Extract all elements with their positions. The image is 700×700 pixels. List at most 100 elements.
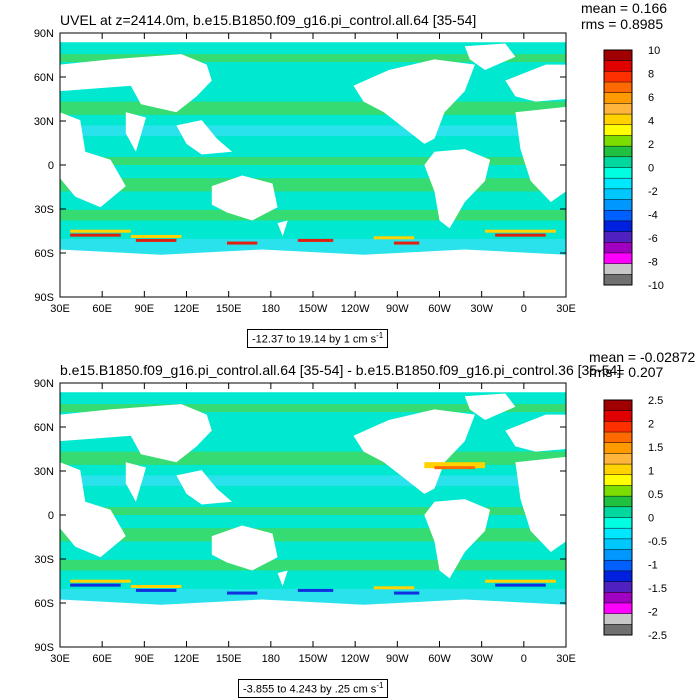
current-streak [373, 236, 415, 240]
colorbar-swatch [604, 274, 632, 286]
colorbar-label: -2 [648, 607, 658, 619]
colorbar-label: -10 [648, 280, 664, 292]
colorbar-label: 4 [648, 116, 654, 128]
colorbar-swatch [604, 167, 632, 179]
land-mask [176, 470, 233, 505]
land-mask [60, 54, 212, 113]
colorbar-swatch [604, 474, 632, 486]
y-tick-label: 60N [34, 422, 54, 434]
current-streak [70, 579, 131, 583]
land-mask [125, 462, 147, 502]
x-tick-label: 180 [262, 303, 280, 315]
colorbar-label: 0 [648, 163, 654, 175]
land-mask [424, 499, 491, 579]
current-streak [373, 586, 415, 590]
colorbar-swatch [604, 92, 632, 104]
ocean-band [60, 157, 566, 165]
colorbar-swatch [604, 485, 632, 497]
land-mask [353, 409, 475, 494]
colorbar-label: -2 [648, 186, 658, 198]
colorbar-swatch [604, 199, 632, 211]
land-mask [211, 175, 278, 221]
colorbar-label: 1.5 [648, 442, 663, 454]
colorbar-swatch [604, 60, 632, 72]
colorbar-label: -2.5 [648, 630, 667, 642]
colorbar-label: -4 [648, 210, 658, 222]
colorbar-swatch [604, 263, 632, 275]
x-tick-label: 90E [135, 303, 155, 315]
y-tick-label: 90N [34, 28, 54, 40]
x-tick-label: 90W [386, 653, 409, 665]
x-tick-label: 30E [556, 653, 576, 665]
y-tick-label: 30S [34, 554, 54, 566]
colorbar-swatch [604, 231, 632, 243]
ocean-band [60, 528, 566, 542]
colorbar-swatch [604, 156, 632, 168]
land-mask [505, 64, 566, 102]
ocean-band [60, 559, 566, 571]
current-streak [393, 591, 420, 595]
x-tick-label: 60E [92, 303, 112, 315]
colorbar-swatch [604, 135, 632, 147]
colorbar-swatch [604, 178, 632, 190]
x-tick-label: 30E [50, 303, 70, 315]
land-mask [60, 249, 566, 297]
panel2-title: b.e15.B1850.f09_g16.pi_control.all.64 [3… [60, 362, 622, 378]
colorbar-label: -6 [648, 233, 658, 245]
colorbar-label: 2 [648, 419, 654, 431]
x-tick-label: 120E [174, 653, 200, 665]
y-tick-label: 90N [34, 378, 54, 390]
x-tick-label: 30E [50, 653, 70, 665]
colorbar-swatch [604, 114, 632, 126]
colorbar-label: 2 [648, 139, 654, 151]
colorbar-swatch [604, 432, 632, 444]
colorbar-swatch [604, 517, 632, 529]
x-tick-label: 60E [92, 653, 112, 665]
colorbar-label: 6 [648, 92, 654, 104]
x-tick-label: 60W [428, 653, 451, 665]
land-mask [125, 112, 147, 152]
x-tick-label: 90W [386, 303, 409, 315]
colorbar-swatch [604, 252, 632, 265]
current-streak [130, 234, 182, 238]
panel2-map: 30E 60E 90E 120E 150E 180 150W 120W 90W 60W 30W 0 30… [34, 378, 667, 665]
y-tick-label: 60S [34, 248, 54, 260]
land-mask [515, 106, 566, 202]
colorbar-swatch [604, 82, 632, 94]
land-mask [176, 120, 233, 155]
colorbar-swatch [604, 103, 632, 115]
land-mask [60, 404, 212, 463]
colorbar-label: 0 [648, 513, 654, 525]
y-tick-label: 30S [34, 204, 54, 216]
colorbar-swatch [604, 602, 632, 615]
ocean-band [60, 125, 566, 136]
x-tick-label: 60W [428, 303, 451, 315]
y-tick-label: 60S [34, 598, 54, 610]
colorbar-label: 1 [648, 466, 654, 478]
x-tick-label: 150E [216, 303, 242, 315]
current-streak [70, 233, 121, 237]
panel1-range-exp: -1 [376, 331, 384, 340]
y-tick-label: 0 [48, 160, 54, 172]
y-tick-label: 30N [34, 116, 54, 128]
colorbar-swatch [604, 71, 632, 83]
x-tick-label: 120E [174, 303, 200, 315]
colorbar-swatch [604, 410, 632, 422]
ocean-band [60, 451, 566, 465]
panel1-map: 30E 60E 90E 120E 150E 180 150W 120W 90W 60W 30W 0 30… [34, 28, 664, 315]
ocean-band [60, 209, 566, 221]
colorbar-label: 2.5 [648, 395, 663, 407]
colorbar-swatch [604, 560, 632, 572]
colorbar-swatch [604, 613, 632, 625]
land-mask [277, 570, 288, 587]
x-tick-label: 120W [341, 303, 370, 315]
current-streak [130, 584, 182, 588]
current-streak [424, 462, 486, 469]
panel2-rms: rms = 0.207 [589, 364, 664, 380]
land-mask [464, 43, 516, 70]
current-streak [485, 579, 556, 583]
ocean-band [60, 101, 566, 115]
current-streak [297, 238, 334, 242]
x-tick-label: 150W [299, 303, 328, 315]
x-tick-label: 90E [135, 653, 155, 665]
